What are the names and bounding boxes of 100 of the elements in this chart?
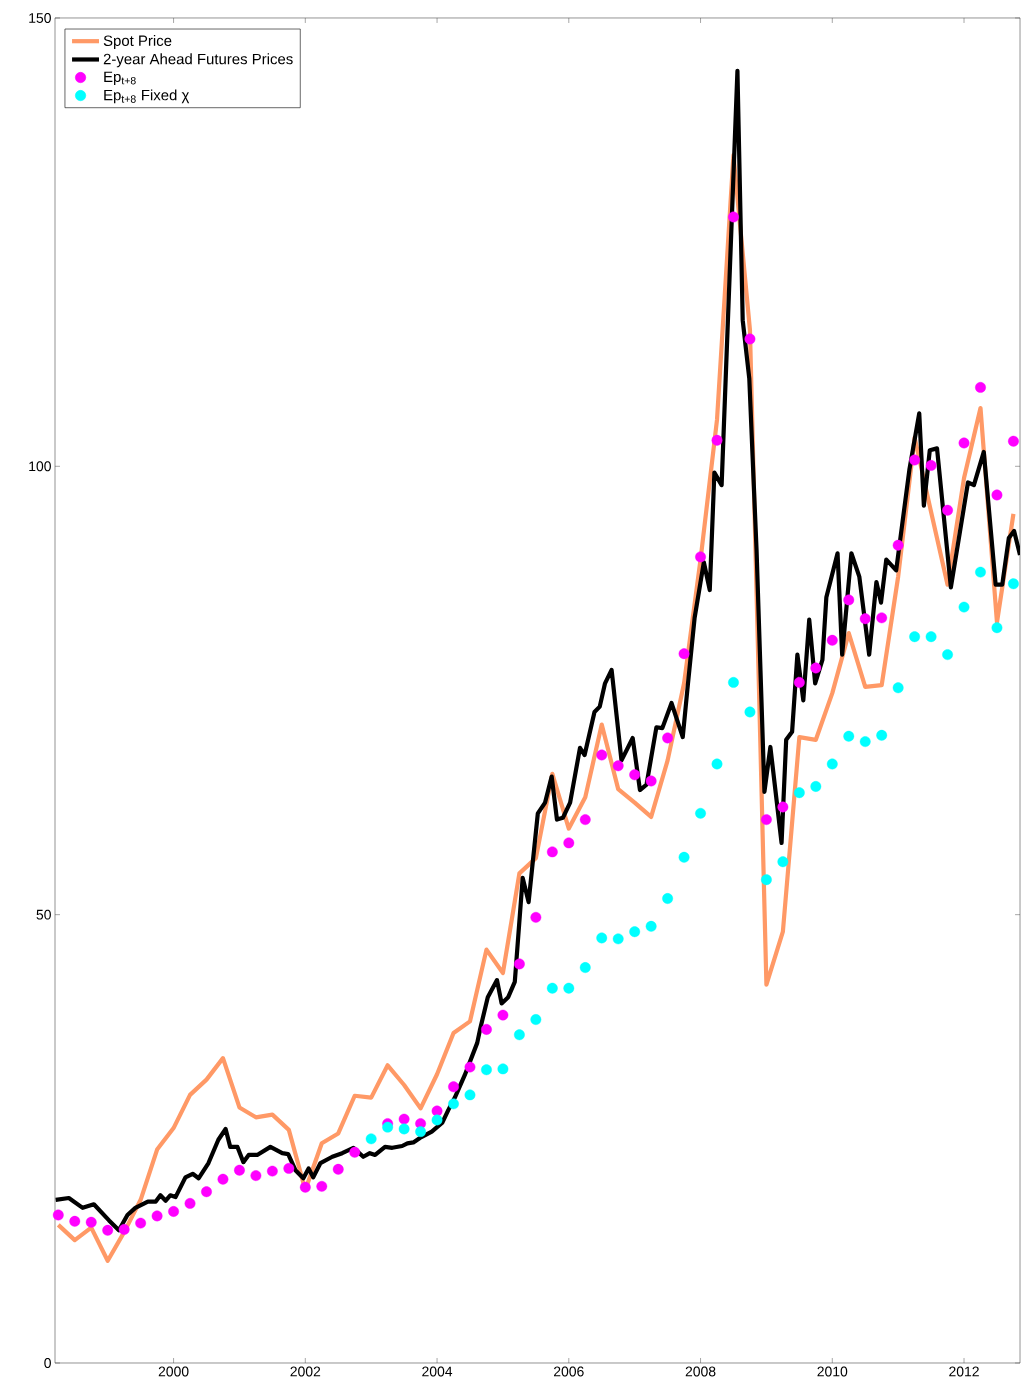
point bbox=[958, 601, 970, 613]
point bbox=[398, 1113, 410, 1125]
point bbox=[859, 613, 871, 625]
point bbox=[826, 634, 838, 646]
point bbox=[612, 933, 624, 945]
point bbox=[299, 1181, 311, 1193]
legend-label: Ep$_{t+8}$ Fixed χ bbox=[104, 89, 190, 104]
point bbox=[596, 932, 608, 944]
point bbox=[662, 732, 674, 744]
point bbox=[991, 489, 1003, 501]
point bbox=[876, 612, 888, 624]
point bbox=[184, 1197, 196, 1209]
point bbox=[744, 333, 756, 345]
point bbox=[431, 1105, 443, 1117]
point bbox=[497, 1063, 509, 1075]
point bbox=[793, 677, 805, 688]
point bbox=[975, 566, 986, 578]
point bbox=[596, 749, 608, 761]
legend-label: Spot Price bbox=[103, 35, 172, 49]
x-tick-label: 2008 bbox=[685, 1366, 716, 1377]
point bbox=[481, 1024, 492, 1035]
point bbox=[464, 1089, 476, 1101]
point bbox=[761, 874, 772, 886]
x-tick-label: 2000 bbox=[158, 1366, 189, 1377]
point bbox=[415, 1126, 426, 1138]
point bbox=[530, 911, 542, 923]
point bbox=[217, 1173, 229, 1185]
y-tick-label: 50 bbox=[36, 909, 51, 920]
y-tick-label: 100 bbox=[29, 461, 51, 472]
point bbox=[349, 1146, 361, 1158]
point bbox=[250, 1170, 262, 1181]
point bbox=[876, 729, 888, 741]
x-tick-label: 2004 bbox=[422, 1366, 453, 1377]
point bbox=[909, 631, 921, 643]
point bbox=[448, 1081, 459, 1093]
point bbox=[695, 551, 706, 563]
point bbox=[448, 1098, 459, 1110]
point bbox=[991, 622, 1003, 634]
point bbox=[530, 1014, 542, 1025]
point bbox=[826, 758, 838, 770]
point bbox=[810, 781, 822, 792]
point bbox=[892, 539, 904, 551]
point bbox=[695, 807, 706, 819]
point bbox=[662, 893, 674, 904]
x-tick-label: 2002 bbox=[290, 1366, 321, 1377]
point bbox=[579, 814, 591, 826]
point bbox=[398, 1123, 410, 1135]
point bbox=[234, 1164, 245, 1176]
point bbox=[151, 1210, 163, 1222]
x-tick-label: 2006 bbox=[553, 1366, 584, 1377]
point bbox=[645, 920, 657, 932]
point bbox=[563, 837, 575, 849]
point bbox=[332, 1163, 344, 1175]
point bbox=[975, 382, 986, 393]
point bbox=[859, 736, 871, 747]
point bbox=[102, 1224, 114, 1236]
point bbox=[711, 434, 723, 446]
point bbox=[546, 846, 558, 858]
point bbox=[777, 801, 789, 813]
point bbox=[266, 1165, 278, 1177]
point bbox=[514, 1029, 525, 1041]
point bbox=[892, 682, 904, 694]
point bbox=[678, 648, 690, 660]
point bbox=[958, 437, 970, 449]
point bbox=[925, 460, 937, 471]
point bbox=[744, 706, 756, 718]
point bbox=[481, 1064, 492, 1076]
point bbox=[497, 1009, 509, 1021]
point bbox=[909, 454, 921, 466]
point bbox=[201, 1186, 212, 1198]
point bbox=[464, 1061, 476, 1073]
point bbox=[678, 851, 690, 863]
point bbox=[579, 962, 591, 973]
point bbox=[382, 1121, 394, 1133]
point bbox=[645, 775, 657, 787]
point bbox=[546, 982, 558, 994]
point bbox=[563, 982, 575, 994]
point bbox=[431, 1114, 443, 1126]
point bbox=[843, 730, 855, 742]
point bbox=[843, 594, 855, 606]
point bbox=[316, 1180, 328, 1192]
legend-label: 2-year Ahead Futures Prices bbox=[103, 53, 293, 68]
point bbox=[118, 1223, 130, 1235]
point bbox=[283, 1163, 295, 1174]
point bbox=[711, 758, 723, 770]
y-tick-label: 150 bbox=[29, 13, 51, 23]
point bbox=[810, 662, 822, 674]
point bbox=[514, 958, 525, 970]
point bbox=[728, 211, 739, 223]
point bbox=[69, 1215, 81, 1227]
point bbox=[793, 787, 805, 799]
point bbox=[728, 677, 739, 688]
x-tick-label: 2010 bbox=[817, 1366, 848, 1377]
point bbox=[925, 631, 937, 643]
x-tick-label: 2012 bbox=[949, 1366, 979, 1377]
legend-label: Ep$_{t+8}$ bbox=[104, 71, 136, 86]
point bbox=[777, 856, 789, 868]
point bbox=[761, 814, 772, 826]
point bbox=[942, 649, 953, 661]
point bbox=[629, 769, 641, 781]
